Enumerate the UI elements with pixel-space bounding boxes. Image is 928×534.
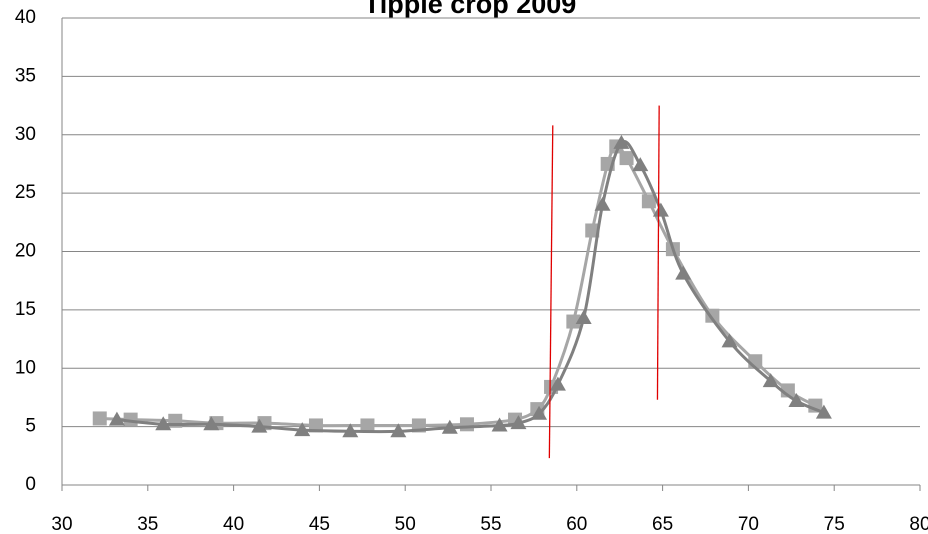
marker — [294, 422, 311, 437]
marker — [632, 157, 649, 172]
x-tick-label: 55 — [480, 514, 501, 534]
marker — [641, 194, 656, 209]
y-tick-label: 35 — [15, 65, 36, 86]
marker — [491, 417, 508, 432]
y-tick-label: 40 — [15, 7, 36, 28]
marker — [815, 404, 832, 419]
marker — [390, 423, 407, 438]
marker — [360, 418, 375, 433]
y-tick-label: 0 — [25, 474, 36, 495]
marker — [510, 415, 527, 430]
marker — [92, 411, 107, 426]
marker — [441, 419, 458, 434]
x-tick-label: 65 — [652, 514, 673, 534]
marker-line — [548, 125, 554, 459]
series-line — [99, 144, 817, 428]
marker — [155, 416, 172, 431]
y-tick-label: 25 — [15, 182, 36, 203]
marker — [619, 151, 634, 166]
marker — [721, 333, 738, 348]
marker — [585, 223, 600, 238]
marker — [549, 376, 566, 391]
x-tick-label: 75 — [824, 514, 845, 534]
marker — [613, 134, 630, 149]
marker — [203, 416, 220, 431]
x-tick-label: 35 — [137, 514, 158, 534]
y-tick-label: 10 — [15, 357, 36, 378]
marker — [459, 417, 474, 432]
x-tick-label: 80 — [909, 514, 928, 534]
marker — [652, 202, 669, 217]
marker — [575, 310, 592, 325]
marker — [251, 418, 268, 433]
marker — [594, 196, 611, 211]
y-tick-label: 20 — [15, 241, 36, 262]
marker — [531, 405, 548, 420]
x-tick-label: 45 — [309, 514, 330, 534]
marker — [123, 412, 138, 427]
marker — [342, 423, 359, 438]
y-tick-label: 5 — [25, 416, 36, 437]
marker-line — [656, 105, 660, 400]
marker — [108, 411, 125, 426]
x-tick-label: 70 — [738, 514, 759, 534]
x-tick-label: 60 — [566, 514, 587, 534]
chart-title: Tipple crop 2009 — [364, 0, 577, 19]
series-line — [116, 140, 825, 434]
marker — [566, 314, 581, 329]
x-tick-label: 50 — [395, 514, 416, 534]
marker — [762, 373, 779, 388]
marker — [675, 265, 692, 280]
marker — [308, 418, 323, 433]
y-tick-label: 30 — [15, 124, 36, 145]
x-tick-label: 30 — [51, 514, 72, 534]
marker — [788, 392, 805, 407]
x-tick-label: 40 — [223, 514, 244, 534]
y-tick-label: 15 — [15, 299, 36, 320]
